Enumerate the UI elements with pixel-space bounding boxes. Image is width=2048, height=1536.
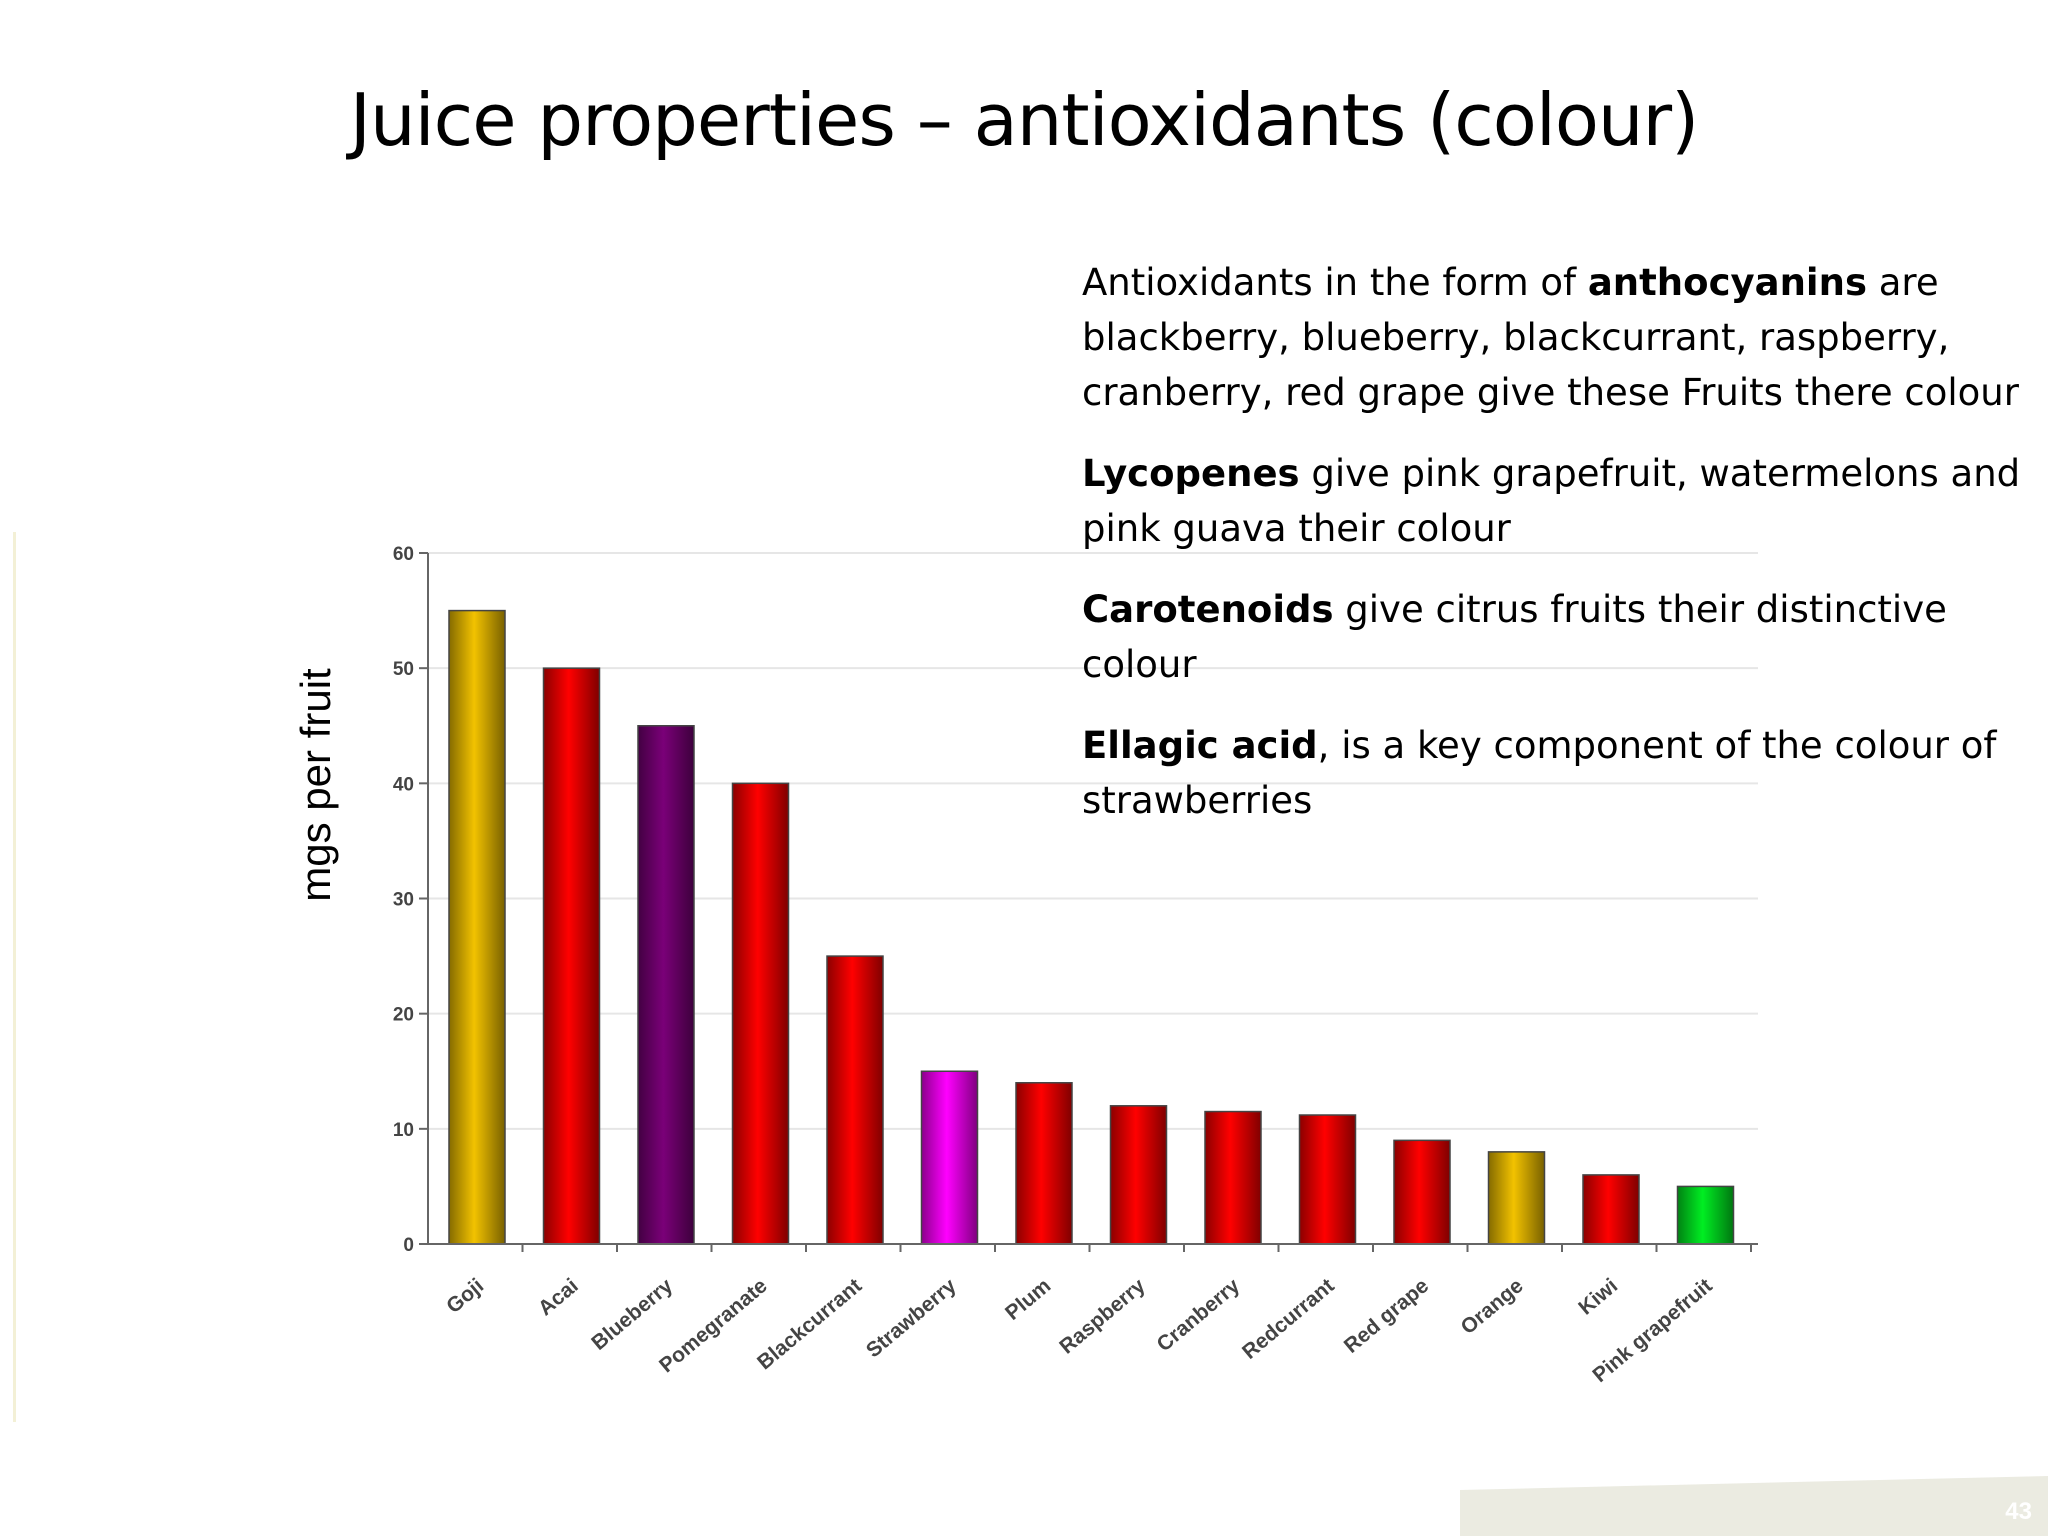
y-tick-label: 30 [393,890,414,911]
bar-pomegranate [731,782,790,1245]
text-segment: , is a key component of the colour of st… [1082,724,1997,822]
anthocyanins-term: anthocyanins [1587,261,1867,304]
carotenoids-term: Carotenoids [1082,588,1334,631]
x-category-label: Red grape [1340,1274,1433,1358]
y-tick-label: 10 [393,1120,414,1141]
bar-goji [448,609,506,1245]
text-segment: give pink grapefruit, watermelons and pi… [1082,452,2021,550]
bar-acai [542,667,601,1245]
slide-title: Juice properties – antioxidants (colour) [349,78,1699,162]
bar-raspberry [1109,1105,1168,1245]
text-panel: Antioxidants in the form of anthocyanins… [1082,255,2032,854]
bar-blackcurrant [826,955,884,1245]
x-category-label: Strawberry [862,1274,961,1362]
lycopenes-paragraph: Lycopenes give pink grapefruit, watermel… [1082,446,2032,556]
x-category-label: Blueberry [587,1274,677,1355]
x-category-label: Raspberry [1055,1274,1150,1359]
x-category-label: Blackcurrant [753,1274,866,1374]
x-category-label: Goji [442,1274,488,1318]
x-category-label: Cranberry [1153,1274,1245,1356]
y-tick-label: 0 [403,1235,414,1256]
chart-axes [419,552,1758,1252]
x-category-label: Orange [1457,1274,1528,1339]
x-category-label: Acai [534,1274,583,1320]
left-rule-divider [13,532,16,1422]
y-tick-label: 20 [393,1005,414,1026]
y-tick-label: 40 [393,774,414,795]
bar-redcurrant [1298,1114,1357,1245]
y-axis-label: mgs per fruit [292,668,339,902]
lycopenes-term: Lycopenes [1082,452,1300,495]
bar-blueberry [637,725,695,1245]
carotenoids-paragraph: Carotenoids give citrus fruits their dis… [1082,582,2032,692]
ellagic-acid-term: Ellagic acid [1082,724,1318,767]
bar-red-grape [1393,1139,1451,1245]
y-tick-label: 50 [393,659,414,680]
bar-orange [1487,1151,1546,1245]
bar-kiwi [1582,1174,1640,1245]
chart-bars [448,609,1735,1245]
ellagic-acid-paragraph: Ellagic acid, is a key component of the … [1082,718,2032,828]
text-segment: Antioxidants in the form of [1082,261,1588,304]
bar-strawberry [920,1070,979,1245]
x-category-label: Redcurrant [1238,1274,1339,1364]
anthocyanins-paragraph: Antioxidants in the form of anthocyanins… [1082,255,2032,420]
x-category-label: Kiwi [1574,1274,1622,1319]
text-segment: are blackberry, blueberry, blackcurrant,… [1082,261,2019,414]
x-category-label: Plum [1001,1274,1055,1325]
bar-pink-grapefruit [1676,1185,1735,1245]
bar-cranberry [1204,1110,1262,1245]
text-segment: give citrus fruits their distinctive col… [1082,588,1947,686]
page-number: 43 [2005,1498,2032,1525]
bar-plum [1015,1082,1073,1245]
y-tick-label: 60 [393,544,414,565]
